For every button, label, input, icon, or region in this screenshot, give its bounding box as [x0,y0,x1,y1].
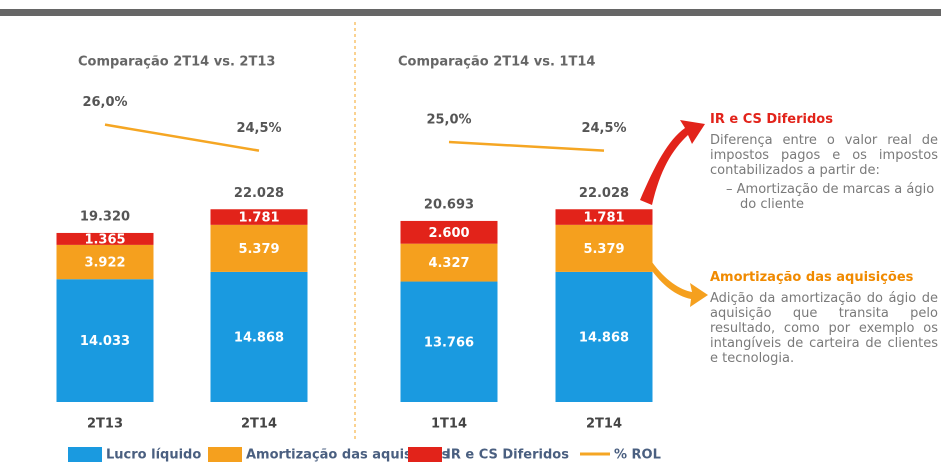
total-label: 20.693 [424,197,474,212]
line-label: 24,5% [236,121,281,136]
bar-segment [555,209,653,225]
bar-segment [400,220,498,244]
note-bullet: Amortização de marcas a ágio do cliente [737,182,938,212]
x-tick-label: 2T14 [241,417,277,432]
total-label: 22.028 [234,186,284,201]
x-tick-label: 2T13 [87,417,123,432]
chart-title: Comparação 2T14 vs. 2T13 [78,55,275,70]
top-band [0,9,941,16]
legend-label: Lucro líquido [106,448,201,462]
bar-segment [56,232,154,245]
value-label: 2.600 [428,226,469,241]
bar-segment [56,279,154,402]
bar-segment [400,281,498,402]
value-label: 14.033 [80,334,130,349]
bar-segment [555,271,653,402]
total-label: 22.028 [579,186,629,201]
note-list: Amortização de marcas a ágio do cliente [710,182,938,212]
value-label: 5.379 [238,242,279,257]
line-label: 25,0% [426,113,471,128]
legend-label: IR e CS Diferidos [446,448,569,462]
value-label: 1.365 [84,232,125,247]
bar-segment [555,224,653,272]
value-label: 14.868 [234,330,284,345]
arrow [640,120,705,205]
value-label: 13.766 [424,335,474,350]
note-body: Adição da amortização do ágio de aquisiç… [710,291,938,366]
value-label: 3.922 [84,256,125,271]
note: IR e CS Diferidos Diferença entre o valo… [710,112,938,212]
x-tick-label: 2T14 [586,417,622,432]
total-label: 19.320 [80,209,130,224]
note-title: Amortização das aquisições [710,270,914,285]
legend-swatch [408,447,442,462]
line [448,140,605,152]
line-label: 24,5% [581,121,626,136]
bar-segment [210,209,308,225]
bar-segment [400,243,498,282]
legend-swatch [208,447,242,462]
line [104,123,260,152]
value-label: 1.781 [583,211,624,226]
value-label: 5.379 [583,242,624,257]
note-body: Diferença entre o valor real de impostos… [710,133,938,178]
legend-label: Amortização das aquisições [246,448,450,462]
bar-segment [56,244,154,280]
x-tick-label: 1T14 [431,417,467,432]
value-label: 1.781 [238,211,279,226]
line-label: 26,0% [82,95,127,110]
chart-title: Comparação 2T14 vs. 1T14 [398,55,595,70]
value-label: 4.327 [428,256,469,271]
legend-swatch [68,447,102,462]
arrow [650,262,708,307]
note: Amortização das aquisições Adição da amo… [710,270,938,366]
legend-label: % ROL [614,448,661,462]
bar-segment [210,224,308,272]
note-title: IR e CS Diferidos [710,112,833,127]
bar-segment [210,271,308,402]
value-label: 14.868 [579,330,629,345]
